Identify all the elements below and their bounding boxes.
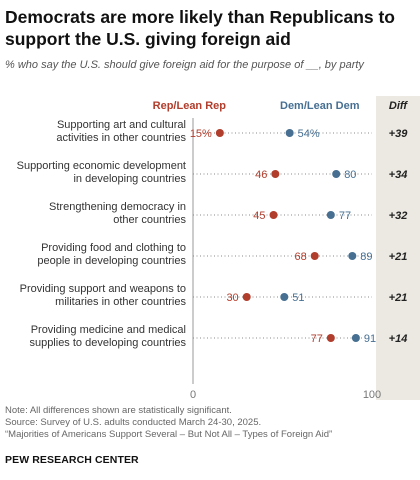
chart-subtitle: % who say the U.S. should give foreign a…	[5, 59, 364, 71]
diff-value: +39	[389, 128, 409, 140]
category-label: activities in other countries	[56, 132, 186, 144]
dem-dot	[280, 293, 289, 301]
rep-value-label: 45	[253, 210, 265, 222]
dem-value-label: 91	[364, 333, 376, 345]
diff-value: +21	[389, 292, 408, 304]
dem-dot	[351, 334, 360, 342]
dem-value-label: 51	[292, 292, 304, 304]
category-label: Strengthening democracy in	[49, 201, 186, 213]
diff-value: +14	[389, 333, 408, 345]
x-tick-0: 0	[190, 389, 196, 401]
dot-plot-chart: Rep/Lean Rep Dem/Lean Dem Diff Supportin…	[17, 96, 420, 401]
report-title-text: “Majorities of Americans Support Several…	[5, 429, 333, 440]
dem-value-label: 54%	[298, 128, 320, 140]
notes-block: Note: All differences shown are statisti…	[5, 405, 415, 441]
rep-value-label: 46	[255, 169, 267, 181]
category-label: other countries	[113, 214, 186, 226]
diff-value: +32	[389, 210, 408, 222]
rep-dot	[326, 334, 335, 342]
rep-dot	[271, 170, 280, 178]
category-label: Providing medicine and medical	[31, 324, 186, 336]
dem-value-label: 77	[339, 210, 351, 222]
category-label: people in developing countries	[37, 255, 186, 267]
diff-value: +21	[389, 251, 408, 263]
rep-dot	[269, 211, 278, 219]
rep-dot	[310, 252, 319, 260]
category-label: Supporting art and cultural	[57, 119, 186, 131]
dem-dot	[348, 252, 357, 260]
note-text: Note: All differences shown are statisti…	[5, 405, 232, 416]
rep-value-label: 77	[311, 333, 323, 345]
rep-value-label: 15%	[190, 128, 212, 140]
category-label: in developing countries	[73, 173, 186, 185]
dem-dot	[332, 170, 341, 178]
dem-value-label: 89	[360, 251, 372, 263]
rep-value-label: 68	[294, 251, 306, 263]
rep-value-label: 30	[226, 292, 238, 304]
category-label: supplies to developing countries	[29, 337, 186, 349]
category-label: Providing support and weapons to	[20, 283, 186, 295]
rep-dot	[242, 293, 251, 301]
category-label: militaries in other countries	[55, 296, 186, 308]
chart-title: Democrats are more likely than Republica…	[5, 7, 395, 49]
footer-logo-text: PEW RESEARCH CENTER	[5, 454, 139, 466]
diff-value: +34	[389, 169, 408, 181]
x-tick-100: 100	[363, 389, 381, 401]
legend-dem: Dem/Lean Dem	[280, 100, 360, 112]
diff-header: Diff	[389, 100, 408, 112]
diff-column-background	[376, 96, 420, 400]
category-label: Providing food and clothing to	[41, 242, 186, 254]
category-label: Supporting economic development	[17, 160, 186, 172]
source-text: Source: Survey of U.S. adults conducted …	[5, 417, 262, 428]
dem-dot	[285, 129, 294, 137]
rep-dot	[215, 129, 224, 137]
legend-rep: Rep/Lean Rep	[153, 100, 227, 112]
dem-value-label: 80	[344, 169, 356, 181]
dem-dot	[326, 211, 335, 219]
